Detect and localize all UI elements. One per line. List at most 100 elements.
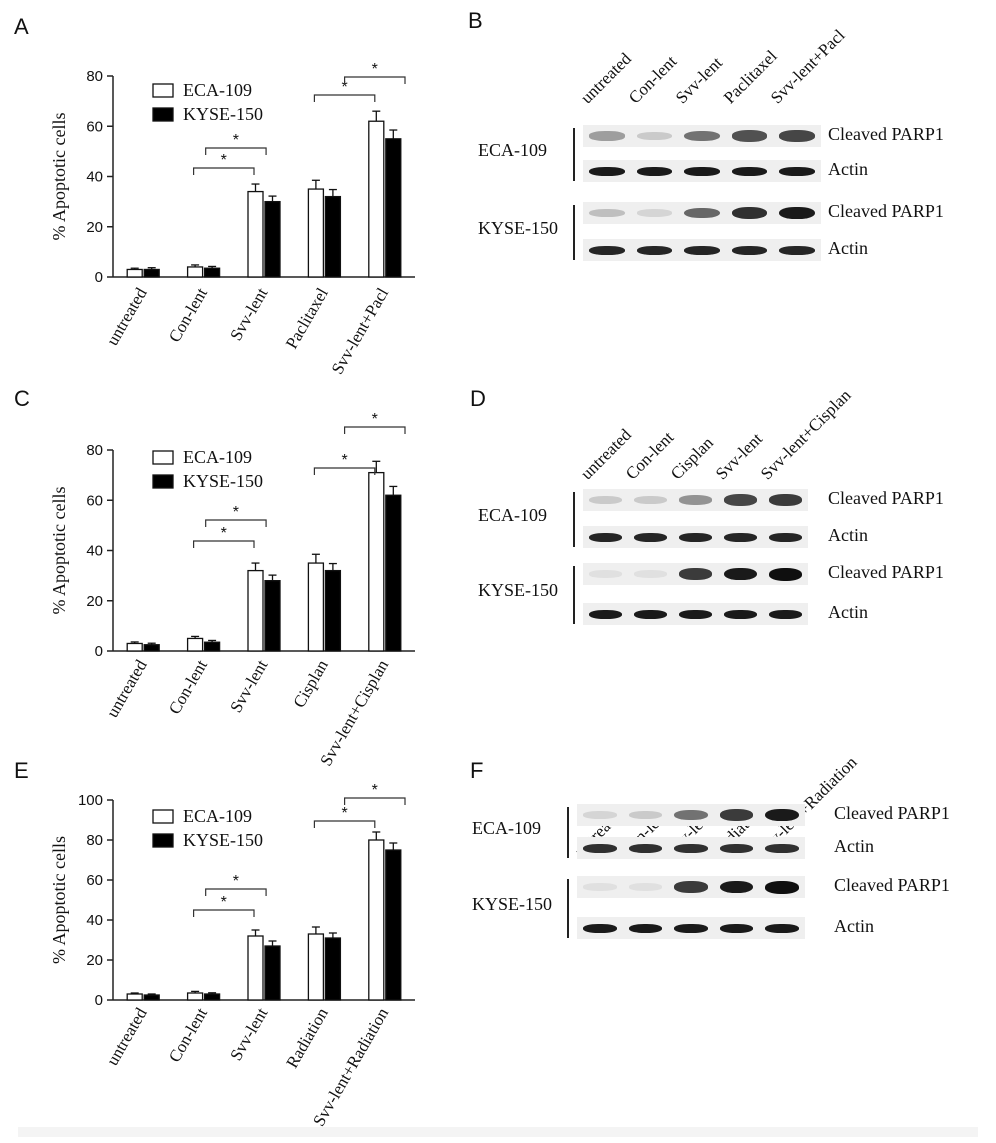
cell-line-label: KYSE-150 [478, 580, 558, 600]
chart-c: 0 20 40 60 80 % Apoptotic cells untreated Con-l… [49, 411, 415, 769]
y-tick-label: 40 [86, 912, 103, 929]
blot-band [779, 166, 815, 176]
chart-a: 0 20 40 60 80 % Apoptotic cells untreated Con-l… [49, 61, 415, 378]
blot-band [765, 843, 799, 853]
legend-swatch [152, 809, 174, 824]
blot-row-label: Actin [828, 238, 868, 258]
cell-line-label: ECA-109 [478, 139, 547, 160]
y-axis-label: % Apoptotic cells [49, 836, 69, 964]
blot-row-label: Cleaved PARP1 [828, 488, 944, 508]
y-tick-label: 80 [86, 442, 103, 459]
blot-row-label: Cleaved PARP1 [828, 562, 944, 582]
blot-band [674, 881, 708, 893]
legend-label: KYSE-150 [183, 471, 263, 491]
blot-band [684, 130, 720, 142]
bar-kyse-150 [385, 849, 402, 1001]
significance-bracket [193, 909, 255, 917]
blot-band [731, 166, 768, 176]
x-category-label: untreated [103, 1004, 151, 1069]
blot-band [769, 494, 802, 506]
bar-kyse-150 [203, 993, 221, 1001]
y-tick-label: 60 [86, 872, 103, 889]
blot-band [636, 245, 673, 255]
panel-letter-b: B [468, 8, 483, 33]
blot-band [679, 495, 712, 505]
bar-eca-109 [126, 993, 143, 1001]
blot-row-label: Actin [834, 836, 874, 856]
bar-kyse-150 [264, 200, 281, 278]
bar-eca-109 [247, 935, 264, 1001]
blot-band [589, 532, 622, 542]
blot-band [719, 880, 754, 894]
x-category-label: Svv-lent [226, 656, 271, 716]
blot-band [583, 923, 617, 933]
blot-band [731, 206, 768, 220]
blot-row-label: Actin [828, 159, 868, 179]
blot-row-label: Actin [828, 602, 868, 622]
bar-kyse-150 [143, 644, 160, 652]
bar-kyse-150 [264, 945, 281, 1001]
blot-band [769, 532, 802, 542]
y-tick-label: 20 [86, 593, 103, 610]
blot-row-label: Actin [834, 916, 874, 936]
blot-strip [583, 603, 808, 625]
cell-line-label: KYSE-150 [472, 893, 552, 914]
blot-strip [583, 160, 821, 182]
bar-eca-109 [186, 992, 204, 1001]
blot-band [719, 923, 754, 933]
blot-band [628, 811, 663, 819]
panel-letter-a: A [14, 14, 29, 39]
y-axis-label: % Apoptotic cells [49, 113, 69, 241]
blot-band [589, 609, 622, 619]
blot-band [674, 843, 708, 853]
blot-band [583, 811, 617, 819]
blot-band [674, 809, 708, 821]
bar-kyse-150 [324, 569, 342, 652]
blot-band [583, 883, 617, 891]
blot-band [779, 130, 815, 142]
x-category-label: Svv-lent [226, 284, 271, 344]
blot-strip [577, 876, 805, 898]
blot-band [589, 570, 622, 578]
blot-band [684, 207, 720, 219]
chart-e: 0 20 40 60 80 100 % Apoptotic cells untreated Co… [49, 782, 415, 1129]
bar-kyse-150 [203, 641, 221, 652]
panel-letter-d: D [470, 386, 486, 411]
significance-star: * [221, 525, 227, 542]
legend-label: ECA-109 [183, 80, 252, 100]
bar-kyse-150 [264, 580, 281, 652]
cell-line-label: ECA-109 [472, 817, 541, 838]
bar-eca-109 [307, 562, 325, 652]
significance-star: * [233, 132, 239, 149]
blot-band [724, 567, 757, 581]
bar-eca-109 [247, 190, 264, 278]
x-category-label: Cisplan [289, 656, 332, 711]
blot-band [634, 532, 667, 542]
blot-band [679, 532, 712, 542]
significance-bracket [205, 519, 267, 527]
significance-star: * [372, 411, 378, 428]
significance-star: * [372, 61, 378, 78]
blot-row-label: Cleaved PARP1 [828, 201, 944, 221]
blot-band [765, 880, 799, 894]
legend-swatch [152, 107, 174, 122]
blot-band [589, 166, 625, 176]
blot-band [765, 923, 799, 933]
bar-kyse-150 [324, 937, 342, 1001]
blot-strip [583, 489, 808, 511]
bar-eca-109 [307, 933, 325, 1001]
significance-bracket [205, 147, 267, 155]
bar-eca-109 [368, 839, 385, 1001]
x-category-label: Paclitaxel [282, 284, 332, 352]
blot-row-label: Cleaved PARP1 [834, 875, 950, 895]
x-category-label: Svv-lent+Pacl [328, 284, 393, 377]
legend-label: ECA-109 [183, 806, 252, 826]
blot-separator [573, 492, 575, 547]
blot-strip [577, 917, 805, 939]
bar-kyse-150 [143, 268, 160, 278]
y-axis-label: % Apoptotic cells [49, 487, 69, 615]
legend-swatch [152, 474, 174, 489]
bar-eca-109 [186, 266, 204, 278]
bar-eca-109 [368, 471, 385, 652]
y-tick-label: 0 [95, 643, 103, 660]
